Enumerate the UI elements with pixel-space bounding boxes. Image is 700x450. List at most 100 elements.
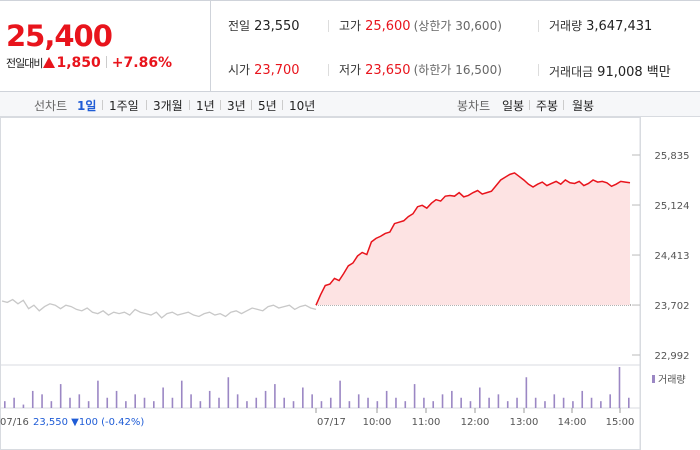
volume-legend-label: 거래량 [658,374,686,386]
volume-bar [600,401,602,408]
volume-bar [4,401,6,408]
volume-bar [488,397,490,408]
volume-bar [311,394,313,408]
volume-bar [451,390,453,408]
volume-bar [236,394,239,408]
x-tick-label: 12:00 [461,417,490,428]
volume-bar [320,401,323,408]
y-tick-label: 24,413 [655,251,690,262]
volume-bar [423,397,425,408]
divider [102,100,103,110]
divider [105,56,107,68]
volume-bar [497,394,500,408]
volume-legend-swatch [652,375,655,383]
today-date-label: 07/17 [317,417,346,428]
change-row: 전일대비 1,850 +7.86% [6,55,172,71]
volume-bar [469,401,472,408]
stat-volume: 거래량 3,647,431 [549,17,652,34]
x-tick-label: 14:00 [558,417,587,428]
volume-bar [395,397,397,408]
divider [146,100,147,110]
stat-sub: (하한가 16,500) [413,63,502,77]
period-5y-tab[interactable]: 5년 [258,99,277,113]
volume-bar [581,390,584,408]
period-1w-tab[interactable]: 1주일 [109,99,139,113]
x-tick-label: 10:00 [363,417,392,428]
stat-label: 거래량 [549,19,583,33]
price-chart: 25,835 25,124 24,413 23,702 22,992 거래량 07/16 23… [0,117,700,450]
volume-bar [367,397,369,408]
volume-bar [460,397,462,408]
volume-bar [264,390,267,408]
volume-bar [97,380,99,408]
y-tick-label: 22,992 [655,351,690,362]
volume-bar [376,401,379,408]
stat-value: 3,647,431 [586,19,653,34]
volume-bar [199,401,202,408]
volume-bar [22,404,25,408]
candle-monthly-tab[interactable]: 월봉 [572,99,595,113]
volume-bar [618,367,621,408]
volume-bar [572,401,574,408]
volume-bar [506,401,509,408]
volume-bar [339,380,341,408]
volume-bar [385,390,388,408]
volume-bar [283,397,286,408]
period-3y-tab[interactable]: 3년 [227,99,246,113]
divider [328,20,329,32]
price-box: 25,400 전일대비 1,850 +7.86% [0,1,210,91]
stat-value: 23,700 [254,63,300,78]
prev-close-label: 23,550 ▼100 (-0.42%) [33,417,144,428]
period-10y-tab[interactable]: 10년 [289,99,316,113]
stats-grid: 전일 23,550 고가 25,600 (상한가 30,600) 거래량 3,647,4… [210,1,700,91]
volume-bar [134,394,136,408]
quote-summary-panel: 25,400 전일대비 1,850 +7.86% 전일 23,550 고가 25,600… [0,0,700,92]
volume-bar [404,401,407,408]
volume-bar [87,401,90,408]
stat-label: 거래대금 [549,65,594,79]
stat-label: 고가 [339,19,362,33]
volume-bar [162,387,164,408]
period-1d-tab[interactable]: 1일 [77,99,97,113]
period-1y-tab[interactable]: 1년 [196,99,215,113]
x-tick-label: 15:00 [606,417,635,428]
candle-weekly-tab[interactable]: 주봉 [536,99,559,113]
x-tick-label: 11:00 [412,417,441,428]
period-3m-tab[interactable]: 3개월 [153,99,183,113]
volume-bar [255,397,258,408]
volume-bar [544,401,546,408]
prev-day-line [1,298,317,319]
stat-trade-value: 거래대금 91,008 백만 [549,61,671,80]
chart-svg: 25,835 25,124 24,413 23,702 22,992 거래량 07/16 23… [0,117,690,450]
stat-value: 23,650 [365,63,411,78]
stat-label: 저가 [339,63,362,77]
volume-bar [525,377,528,408]
volume-bar [478,387,481,408]
volume-bar [190,394,192,408]
volume-bar [78,394,81,408]
candle-chart-label: 봉차트 [457,99,491,113]
candle-daily-tab[interactable]: 일봉 [502,99,525,113]
today-price-line [315,172,631,306]
today-area-fill [316,172,630,306]
volume-bar [348,401,351,408]
volume-bar [13,397,15,408]
stat-low: 저가 23,650 (하한가 16,500) [339,61,502,78]
stat-high: 고가 25,600 (상한가 30,600) [339,17,502,34]
stat-value: 23,550 [254,19,300,34]
volume-bar [171,397,174,408]
change-label: 전일대비 [6,57,43,70]
volume-bar [125,401,127,408]
volume-bar [329,397,332,408]
divider [282,100,283,110]
volume-bar [153,401,155,408]
volume-bar [609,394,611,408]
stat-value: 25,600 [365,19,411,34]
volume-bar [302,387,304,408]
volume-bar [115,390,118,408]
volume-bar [227,377,230,408]
up-arrow-icon [43,57,56,68]
volume-bar [534,397,537,408]
volume-bar [218,397,220,408]
stat-sub: (상한가 30,600) [413,19,502,33]
